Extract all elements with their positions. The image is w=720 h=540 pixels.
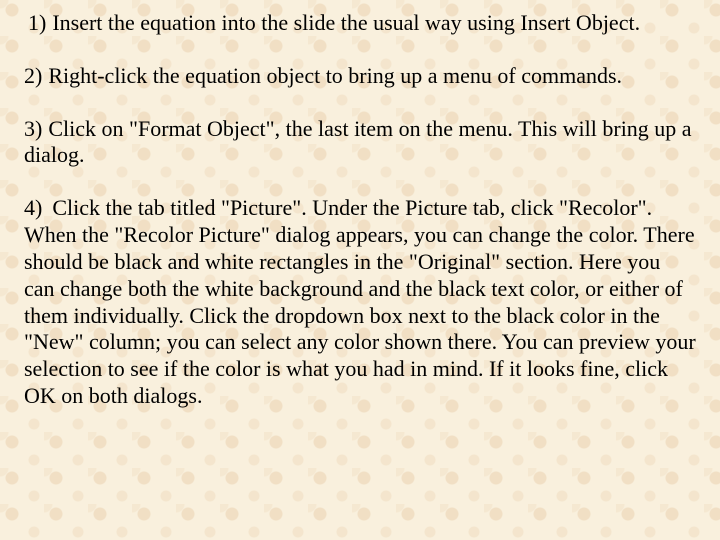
step-4-text: Click the tab titled "Picture". Under th… xyxy=(24,195,696,408)
slide-background: 1)Insert the equation into the slide the… xyxy=(0,0,720,540)
step-3: 3)Click on "Format Object", the last ite… xyxy=(24,116,696,170)
step-2-text: Right-click the equation object to bring… xyxy=(48,63,622,88)
step-4-number: 4) xyxy=(24,195,42,220)
step-2: 2)Right-click the equation object to bri… xyxy=(24,63,696,90)
step-3-number: 3) xyxy=(24,116,42,141)
step-3-text: Click on "Format Object", the last item … xyxy=(24,116,692,168)
step-1-number: 1) xyxy=(28,10,46,35)
step-4: 4)Click the tab titled "Picture". Under … xyxy=(24,195,696,410)
step-1: 1)Insert the equation into the slide the… xyxy=(28,10,696,37)
step-2-number: 2) xyxy=(24,63,42,88)
step-1-text: Insert the equation into the slide the u… xyxy=(52,10,640,35)
